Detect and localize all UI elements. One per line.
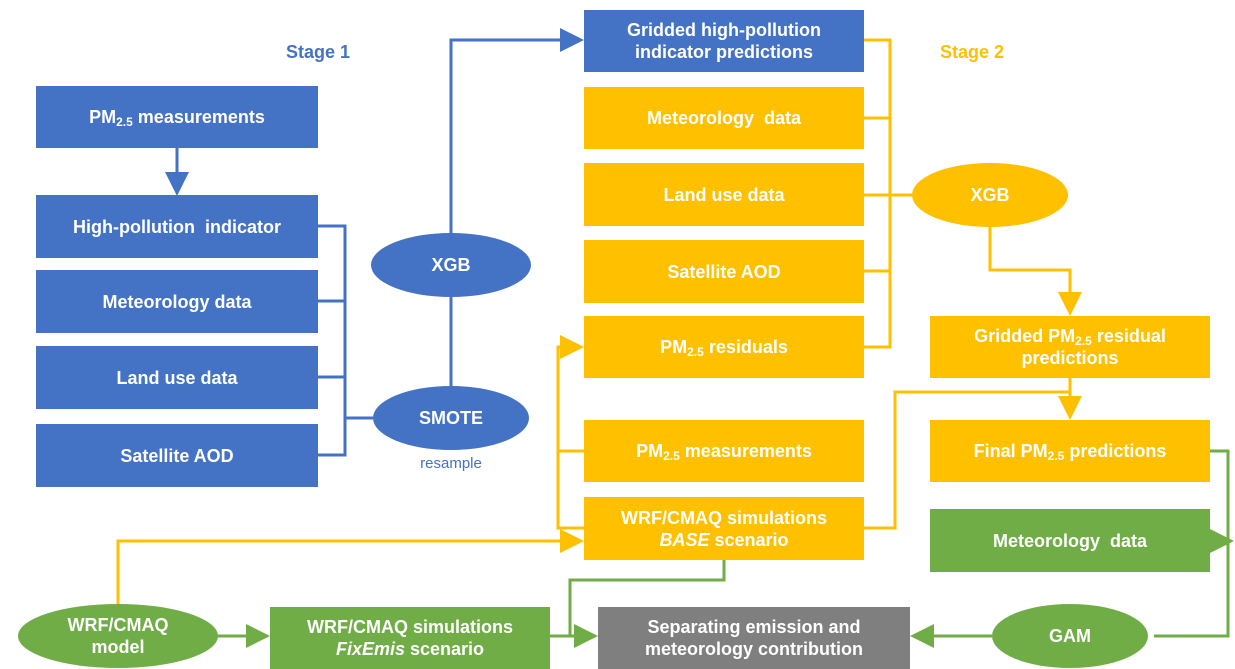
box: Final PM2.5 predictions [930, 420, 1210, 482]
bracket [318, 224, 373, 457]
box: Meteorology data [584, 87, 864, 149]
note: resample [420, 455, 482, 472]
oval: XGB [912, 163, 1068, 227]
oval: GAM [992, 604, 1148, 668]
bracket [864, 38, 912, 349]
label-part: WRF/CMAQ simulations [307, 617, 513, 637]
box: Separating emission and meteorology cont… [598, 607, 910, 669]
label-part: FixEmis [335, 639, 405, 659]
label-part: scenario [404, 639, 485, 659]
label-part: scenario [709, 529, 789, 550]
label-part: PM [660, 337, 688, 357]
box: Gridded high-pollution indicator predict… [584, 10, 864, 72]
arrow [449, 28, 584, 233]
arrow [1154, 449, 1228, 638]
box: Satellite AOD [584, 240, 864, 303]
label-part: measurements [679, 441, 812, 461]
connector [864, 390, 1070, 530]
box: Land use data [584, 163, 864, 226]
oval: XGB [371, 233, 531, 297]
arrow [558, 347, 584, 530]
box: Land use data [36, 346, 318, 409]
decomposition-connectors [218, 449, 1228, 648]
label-part: PM [89, 107, 117, 127]
stage-1-connectors [165, 28, 584, 457]
label-part: residual predictions [1021, 326, 1166, 368]
arrow [988, 227, 1082, 316]
box: PM2.5 measurements [36, 86, 318, 148]
label-part: 2.5 [1075, 334, 1092, 348]
box: Gridded PM2.5 residual predictions [930, 316, 1210, 378]
box: High-pollution indicator [36, 195, 318, 258]
stage-2-connectors [116, 38, 1082, 604]
label-part: measurements [132, 107, 265, 127]
connector [568, 560, 726, 636]
stage-title: Stage 2 [940, 42, 1005, 62]
label-part: 2.5 [687, 345, 704, 359]
label-part: predictions [1064, 441, 1167, 461]
label-part: BASE [659, 529, 710, 550]
box: Meteorology data [930, 509, 1210, 572]
label-part: WRF/CMAQ simulations [621, 507, 827, 528]
label-part: Gridded PM [974, 326, 1076, 346]
label-part: PM [636, 441, 664, 461]
label-part: 2.5 [1047, 449, 1065, 463]
oval: SMOTE [373, 386, 529, 450]
box: WRF/CMAQ simulations BASE scenario [584, 497, 864, 560]
label-part: 2.5 [663, 449, 680, 463]
box: WRF/CMAQ simulations FixEmis scenario [270, 607, 550, 669]
label-part: 2.5 [116, 115, 133, 129]
label-part: residuals [703, 337, 788, 357]
oval: WRF/CMAQ model [18, 604, 218, 668]
arrow [116, 529, 584, 604]
box: PM2.5 residuals [584, 316, 864, 378]
box: Satellite AOD [36, 424, 318, 487]
stage-title: Stage 1 [286, 42, 351, 62]
box: Meteorology data [36, 270, 318, 333]
box: PM2.5 measurements [584, 420, 864, 482]
label-part: Final PM [973, 441, 1048, 461]
